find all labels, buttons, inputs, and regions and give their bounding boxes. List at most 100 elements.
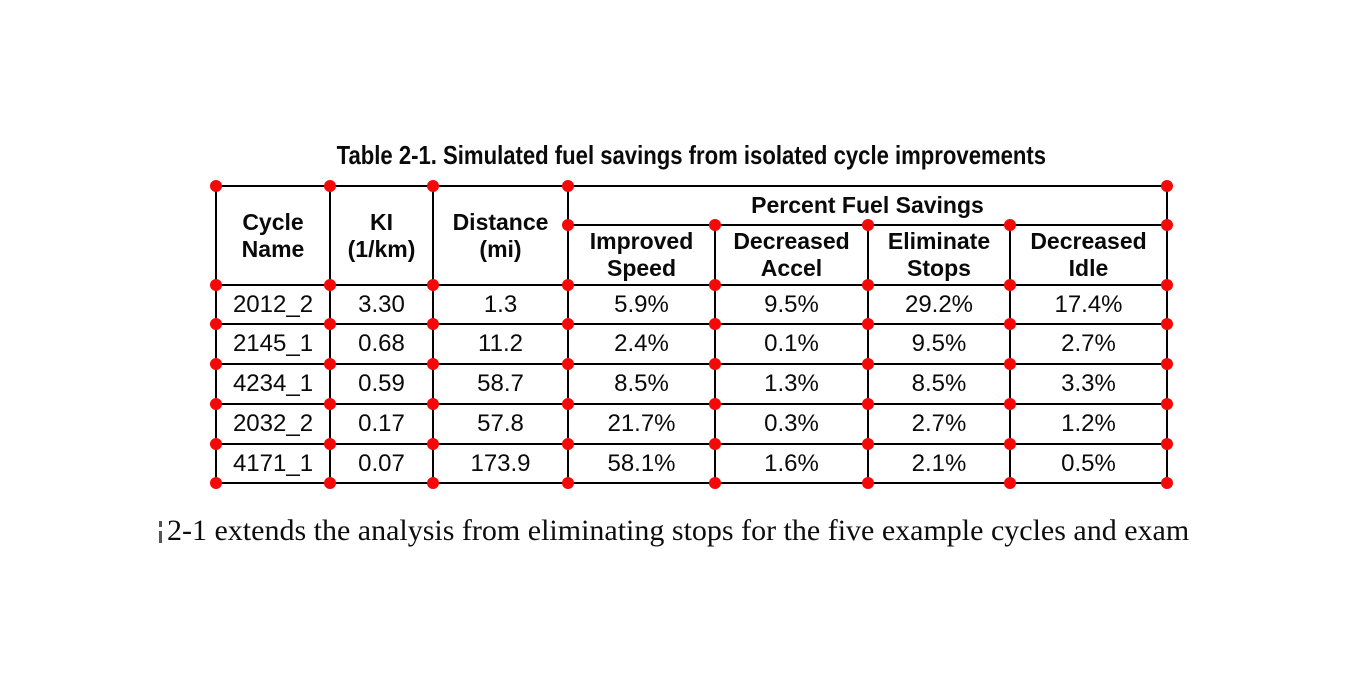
table-cell: 8.5% [911, 370, 967, 397]
corner-marker-dot[interactable] [1004, 438, 1016, 450]
corner-marker-dot[interactable] [709, 398, 721, 410]
corner-marker-dot[interactable] [1161, 477, 1173, 489]
table-cell: 0.07 [358, 449, 405, 477]
corner-marker-dot[interactable] [562, 398, 574, 410]
table-cell: 1.6% [764, 449, 819, 477]
corner-marker-dot[interactable] [324, 398, 336, 410]
table-cell: 9.5% [911, 330, 967, 357]
corner-marker-dot[interactable] [862, 318, 874, 330]
table-border-line [215, 185, 217, 484]
header-decreased-accel: Decreased Accel [733, 228, 850, 281]
table-cell: 1.2% [1061, 410, 1116, 437]
table-cell: 2.7% [911, 410, 967, 437]
corner-marker-dot[interactable] [709, 358, 721, 370]
table-cell: 1.3% [764, 370, 819, 397]
table-cell: 0.17 [358, 410, 405, 437]
corner-marker-dot[interactable] [210, 279, 222, 291]
corner-marker-dot[interactable] [210, 180, 222, 192]
corner-marker-dot[interactable] [427, 398, 439, 410]
corner-marker-dot[interactable] [709, 219, 721, 231]
table-border-line [215, 403, 1168, 405]
corner-marker-dot[interactable] [427, 438, 439, 450]
corner-marker-dot[interactable] [427, 279, 439, 291]
table-cell: 0.3% [764, 410, 819, 437]
table-cell: 2.1% [911, 449, 967, 477]
corner-marker-dot[interactable] [1161, 180, 1173, 192]
corner-marker-dot[interactable] [562, 318, 574, 330]
table-cell: 173.9 [470, 449, 531, 477]
corner-marker-dot[interactable] [427, 180, 439, 192]
table-cell: 0.68 [358, 330, 405, 357]
table-caption-text: Table 2-1. Simulated fuel savings from i… [336, 139, 1047, 170]
corner-marker-dot[interactable] [324, 279, 336, 291]
corner-marker-dot[interactable] [562, 358, 574, 370]
corner-marker-dot[interactable] [709, 438, 721, 450]
table-cell: 0.1% [764, 330, 819, 357]
corner-marker-dot[interactable] [709, 279, 721, 291]
table-cell: 0.5% [1061, 449, 1116, 477]
corner-marker-dot[interactable] [862, 358, 874, 370]
corner-marker-dot[interactable] [1161, 219, 1173, 231]
table-cell: 11.2 [478, 330, 523, 357]
corner-marker-dot[interactable] [210, 438, 222, 450]
corner-marker-dot[interactable] [1004, 477, 1016, 489]
corner-marker-dot[interactable] [862, 398, 874, 410]
table-cell: 0.59 [358, 370, 405, 397]
body-paragraph: 2-1 extends the analysis from eliminatin… [167, 514, 1190, 547]
corner-marker-dot[interactable] [324, 477, 336, 489]
corner-marker-dot[interactable] [427, 318, 439, 330]
header-eliminate-stops: Eliminate Stops [887, 228, 991, 281]
table-cell: 17.4% [1054, 290, 1123, 318]
corner-marker-dot[interactable] [210, 358, 222, 370]
corner-marker-dot[interactable] [210, 477, 222, 489]
table-border-line [714, 224, 716, 484]
corner-marker-dot[interactable] [562, 219, 574, 231]
corner-marker-dot[interactable] [1161, 318, 1173, 330]
corner-marker-dot[interactable] [324, 358, 336, 370]
table-border-line [215, 482, 1168, 484]
corner-marker-dot[interactable] [562, 438, 574, 450]
table-border-line [432, 185, 434, 484]
corner-marker-dot[interactable] [1004, 318, 1016, 330]
corner-marker-dot[interactable] [1161, 358, 1173, 370]
corner-marker-dot[interactable] [210, 398, 222, 410]
table-cell: 1.3 [483, 290, 518, 318]
table-border-line [1009, 224, 1011, 484]
corner-marker-dot[interactable] [1161, 398, 1173, 410]
corner-marker-dot[interactable] [427, 358, 439, 370]
table-cell: 4171_1 [232, 449, 314, 477]
table-border-line [567, 185, 569, 484]
corner-marker-dot[interactable] [562, 180, 574, 192]
table-border-line [1166, 185, 1168, 484]
corner-marker-dot[interactable] [1004, 219, 1016, 231]
table-cell: 21.7% [607, 410, 676, 437]
corner-marker-dot[interactable] [1004, 398, 1016, 410]
header-decreased-idle: Decreased Idle [1030, 228, 1147, 281]
corner-marker-dot[interactable] [210, 318, 222, 330]
corner-marker-dot[interactable] [1161, 438, 1173, 450]
corner-marker-dot[interactable] [862, 438, 874, 450]
corner-marker-dot[interactable] [862, 477, 874, 489]
table-cell: 58.7 [477, 370, 524, 397]
header-cycle-name: Cycle Name [241, 208, 305, 262]
corner-marker-dot[interactable] [324, 438, 336, 450]
corner-marker-dot[interactable] [324, 180, 336, 192]
corner-marker-dot[interactable] [324, 318, 336, 330]
corner-marker-dot[interactable] [862, 279, 874, 291]
corner-marker-dot[interactable] [1004, 358, 1016, 370]
table-border-line [867, 224, 869, 484]
table-cell: 8.5% [614, 370, 669, 397]
corner-marker-dot[interactable] [1004, 279, 1016, 291]
corner-marker-dot[interactable] [562, 477, 574, 489]
corner-marker-dot[interactable] [427, 477, 439, 489]
table-border-line [215, 323, 1168, 325]
header-distance: Distance (mi) [452, 208, 549, 262]
corner-marker-dot[interactable] [562, 279, 574, 291]
corner-marker-dot[interactable] [709, 318, 721, 330]
table-cell: 2032_2 [232, 410, 314, 437]
table-cell: 58.1% [607, 449, 676, 477]
corner-marker-dot[interactable] [709, 477, 721, 489]
corner-marker-dot[interactable] [1161, 279, 1173, 291]
table-caption: Table 2-1. Simulated fuel savings from i… [216, 139, 1167, 171]
corner-marker-dot[interactable] [862, 219, 874, 231]
